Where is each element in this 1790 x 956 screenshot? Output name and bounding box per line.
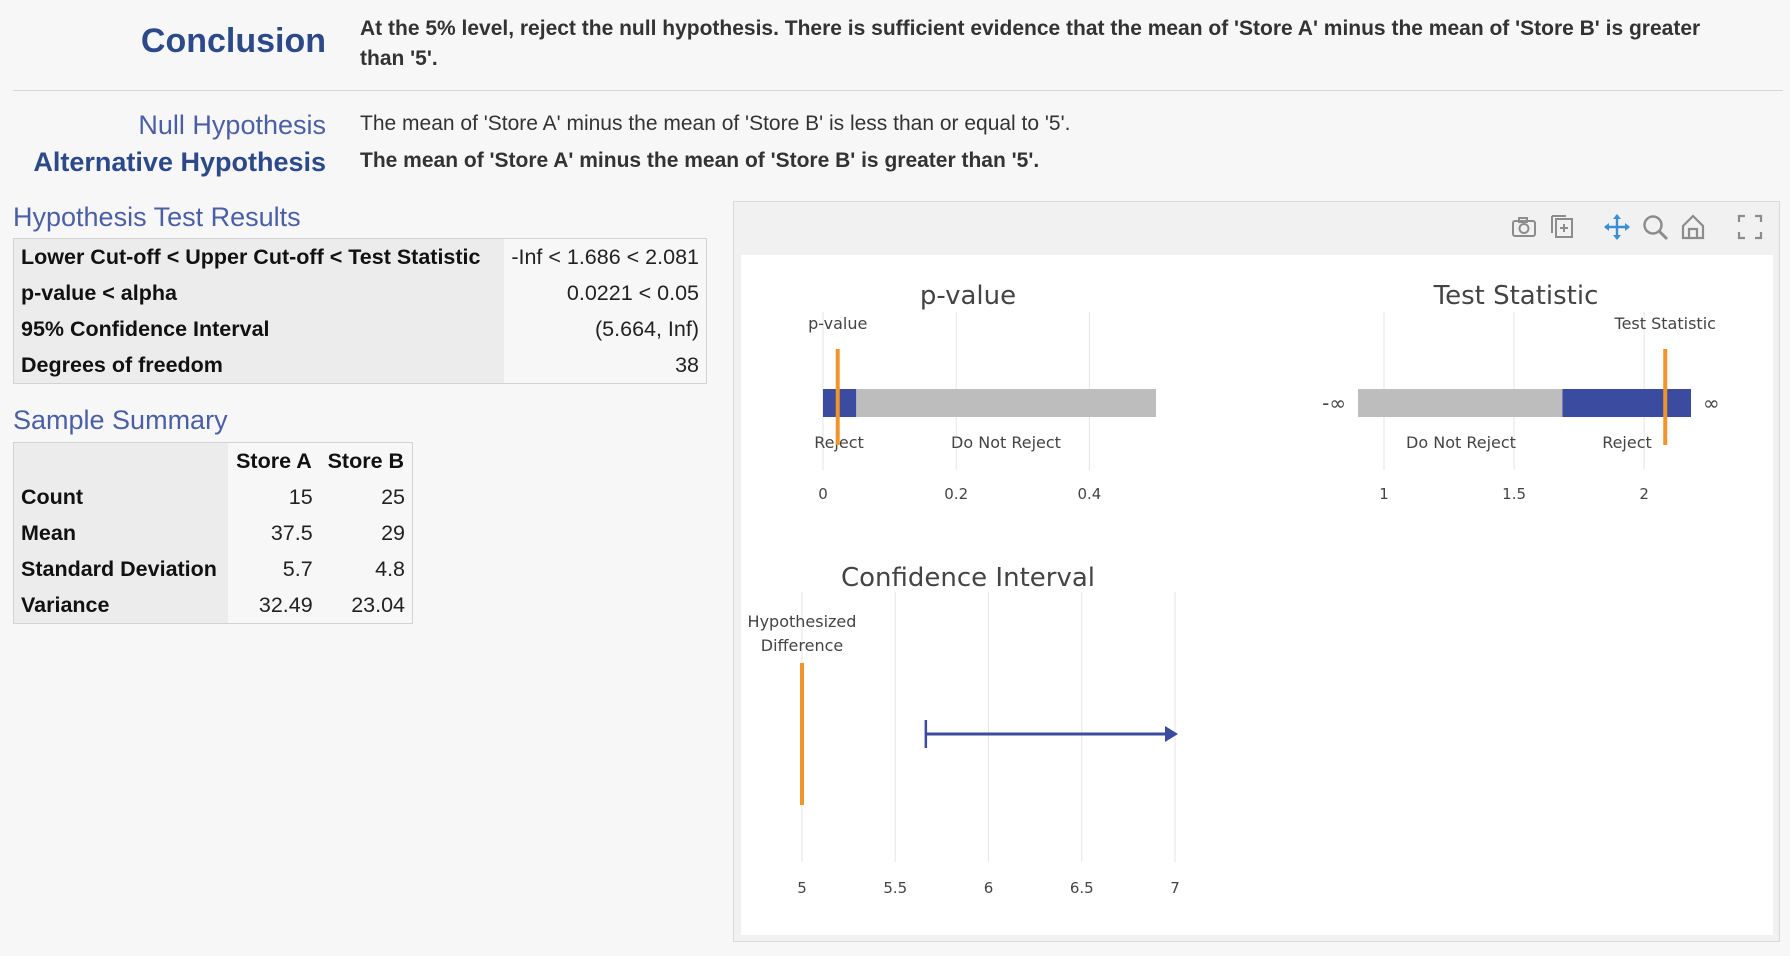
summary-value-a: 15 bbox=[228, 479, 320, 515]
summary-value-a: 37.5 bbox=[228, 515, 320, 551]
x-tick-label: 6.5 bbox=[1070, 879, 1094, 897]
table-row: Standard Deviation 5.7 4.8 bbox=[13, 551, 413, 587]
table-row: Degrees of freedom 38 bbox=[13, 347, 707, 384]
table-row: 95% Confidence Interval (5.664, Inf) bbox=[13, 311, 707, 347]
results-label: 95% Confidence Interval bbox=[13, 311, 505, 347]
right-end-label: ∞ bbox=[1703, 391, 1720, 415]
summary-value-b: 23.04 bbox=[319, 587, 413, 624]
results-value: 0.0221 < 0.05 bbox=[504, 275, 707, 311]
x-tick-label: 1.5 bbox=[1502, 485, 1526, 503]
alternative-hypothesis-text: The mean of 'Store A' minus the mean of … bbox=[360, 149, 1040, 172]
table-row: p-value < alpha 0.0221 < 0.05 bbox=[13, 275, 707, 311]
segment-label: Reject bbox=[1602, 433, 1652, 452]
hypothesized-label: Difference bbox=[761, 636, 843, 655]
summary-value-b: 25 bbox=[319, 479, 413, 515]
table-row: Lower Cut-off < Upper Cut-off < Test Sta… bbox=[13, 238, 707, 275]
chart-title: p-value bbox=[920, 281, 1016, 311]
summary-value-b: 4.8 bbox=[319, 551, 413, 587]
summary-value-a: 5.7 bbox=[228, 551, 320, 587]
zoom-icon[interactable] bbox=[1641, 213, 1669, 241]
left-end-label: -∞ bbox=[1322, 391, 1346, 415]
fullscreen-icon[interactable] bbox=[1736, 213, 1764, 241]
results-title: Hypothesis Test Results bbox=[13, 202, 301, 232]
table-row: Mean 37.5 29 bbox=[13, 515, 413, 551]
x-tick-label: 2 bbox=[1639, 485, 1649, 503]
plot-area bbox=[741, 255, 1773, 935]
null-hypothesis-text: The mean of 'Store A' minus the mean of … bbox=[360, 112, 1071, 135]
conclusion-text: At the 5% level, reject the null hypothe… bbox=[360, 17, 1701, 70]
column-header: Store B bbox=[319, 442, 413, 479]
x-tick-label: 5 bbox=[797, 879, 807, 897]
x-tick-label: 0 bbox=[818, 485, 828, 503]
summary-label: Standard Deviation bbox=[13, 551, 229, 587]
table-header-row: Store A Store B bbox=[13, 442, 413, 479]
summary-label: Count bbox=[13, 479, 229, 515]
bar-segment-do-not-reject bbox=[856, 389, 1156, 417]
results-table: Lower Cut-off < Upper Cut-off < Test Sta… bbox=[13, 238, 707, 384]
header-divider bbox=[13, 90, 1783, 91]
segment-label: Do Not Reject bbox=[1406, 433, 1516, 452]
home-icon[interactable] bbox=[1679, 213, 1707, 241]
chart-title: Test Statistic bbox=[1433, 281, 1599, 311]
summary-value-b: 29 bbox=[319, 515, 413, 551]
summary-label: Variance bbox=[13, 587, 229, 624]
segment-label: Do Not Reject bbox=[951, 433, 1061, 452]
results-label: p-value < alpha bbox=[13, 275, 505, 311]
pan-icon[interactable] bbox=[1603, 213, 1631, 241]
summary-value-a: 32.49 bbox=[228, 587, 320, 624]
table-row: Variance 32.49 23.04 bbox=[13, 587, 413, 624]
results-label: Degrees of freedom bbox=[13, 347, 505, 384]
x-tick-label: 0.2 bbox=[944, 485, 968, 503]
summary-table: Store A Store B Count 15 25 Mean 37.5 29 Sta… bbox=[13, 442, 413, 624]
x-tick-label: 1 bbox=[1379, 485, 1389, 503]
results-value: -Inf < 1.686 < 2.081 bbox=[504, 238, 707, 275]
x-tick-label: 7 bbox=[1170, 879, 1180, 897]
column-header: Store A bbox=[228, 442, 320, 479]
table-row: Count 15 25 bbox=[13, 479, 413, 515]
x-tick-label: 6 bbox=[984, 879, 994, 897]
x-tick-label: 5.5 bbox=[883, 879, 907, 897]
null-hypothesis-label: Null Hypothesis bbox=[138, 110, 326, 140]
summary-title: Sample Summary bbox=[13, 405, 228, 435]
blank-header-cell bbox=[13, 442, 229, 479]
x-tick-label: 0.4 bbox=[1077, 485, 1101, 503]
results-value: 38 bbox=[504, 347, 707, 384]
marker-label: Test Statistic bbox=[1614, 314, 1716, 333]
marker-label: p-value bbox=[808, 314, 867, 333]
results-value: (5.664, Inf) bbox=[504, 311, 707, 347]
conclusion-label: Conclusion bbox=[140, 22, 326, 60]
chart-title: Confidence Interval bbox=[841, 563, 1095, 593]
hypothesized-label: Hypothesized bbox=[748, 612, 857, 631]
interval-arrow-head bbox=[1165, 726, 1178, 742]
alternative-hypothesis-label: Alternative Hypothesis bbox=[33, 147, 326, 177]
bar-segment-do-not-reject bbox=[1358, 389, 1563, 417]
results-label: Lower Cut-off < Upper Cut-off < Test Sta… bbox=[13, 238, 505, 275]
bar-segment-reject bbox=[1562, 389, 1691, 417]
add-plot-icon[interactable] bbox=[1548, 213, 1576, 241]
camera-icon[interactable] bbox=[1510, 213, 1538, 241]
summary-label: Mean bbox=[13, 515, 229, 551]
